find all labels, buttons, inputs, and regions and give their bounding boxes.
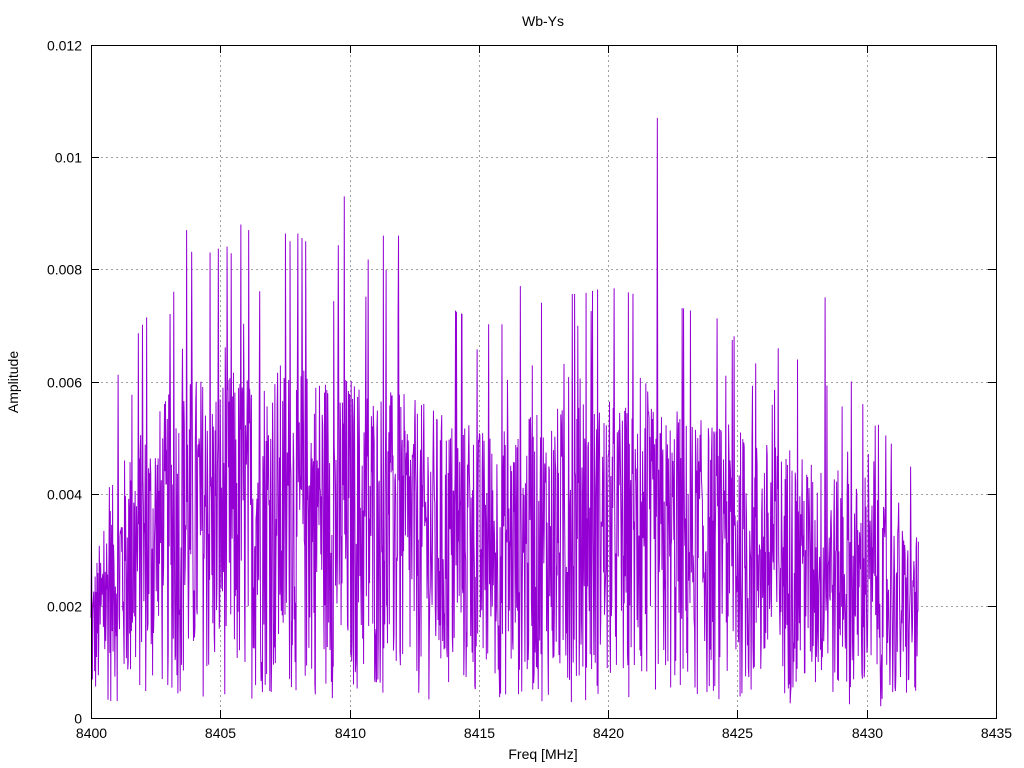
x-tick-label: 8410 <box>335 725 366 741</box>
y-tick-label: 0.002 <box>47 599 82 615</box>
x-tick-label: 8405 <box>205 725 236 741</box>
x-tick-label: 8435 <box>981 725 1012 741</box>
x-tick-label: 8425 <box>722 725 753 741</box>
y-tick-label: 0.004 <box>47 487 82 503</box>
y-tick-label: 0.006 <box>47 375 82 391</box>
x-tick-label: 8420 <box>593 725 624 741</box>
y-tick-label: 0.012 <box>47 38 82 54</box>
plot-area <box>90 117 919 707</box>
x-tick-label: 8430 <box>852 725 883 741</box>
x-tick-label: 8400 <box>76 725 107 741</box>
x-axis-title: Freq [MHz] <box>508 746 577 762</box>
x-tick-label: 8415 <box>464 725 495 741</box>
chart-title: Wb-Ys <box>522 13 564 29</box>
plot-frame <box>91 45 997 719</box>
amplitude-series-line <box>90 117 919 707</box>
y-tick-label: 0.008 <box>47 262 82 278</box>
y-tick-label: 0.01 <box>55 150 82 166</box>
tick-labels: 8400 8405 8410 8415 8420 8425 8430 8435 0 0.002 0.… <box>47 38 1012 742</box>
y-axis-title: Amplitude <box>5 351 21 413</box>
y-tick-label: 0 <box>74 711 82 727</box>
